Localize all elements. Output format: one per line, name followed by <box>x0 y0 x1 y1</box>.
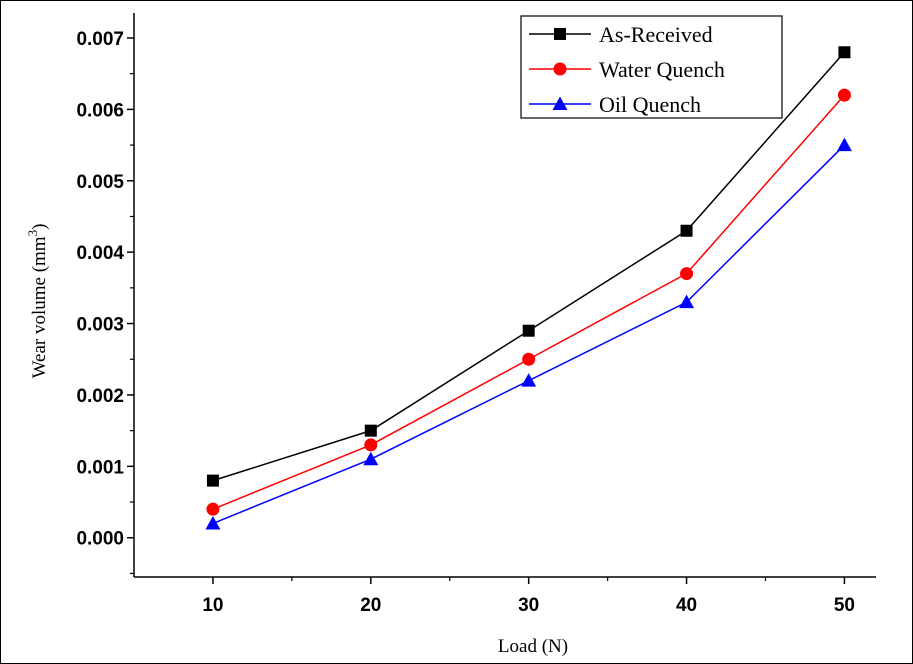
x-tick-label: 20 <box>360 595 381 616</box>
data-point-oil-quench <box>836 137 852 152</box>
legend-label: Water Quench <box>599 57 725 82</box>
x-tick-label: 40 <box>676 595 697 616</box>
legend-item-water-quench: Water Quench <box>529 57 725 82</box>
y-tick-label: 0.006 <box>76 100 124 121</box>
x-axis-title: Load (N) <box>498 636 568 657</box>
y-axis-title: Wear volume (mm3) <box>25 224 50 379</box>
data-point-oil-quench <box>521 373 537 387</box>
series-water-quench <box>206 88 851 516</box>
y-axis-title-main: Wear volume (mm <box>29 236 50 378</box>
legend-item-as-received: As-Received <box>529 22 713 47</box>
x-tick-label: 30 <box>518 595 539 616</box>
y-axis-title-close: ) <box>29 224 50 230</box>
y-tick-label: 0.004 <box>76 243 124 264</box>
data-point-oil-quench <box>679 294 695 309</box>
legend: As-Received Water Quench Oil Quench <box>520 15 783 119</box>
data-point-as-received <box>206 474 219 487</box>
legend-marker-triangle <box>552 96 568 110</box>
x-tick-label: 10 <box>202 595 223 616</box>
legend-label: As-Received <box>599 22 713 47</box>
data-point-water-quench <box>364 438 378 452</box>
data-point-as-received <box>680 224 693 237</box>
data-point-as-received <box>522 324 535 337</box>
legend-item-oil-quench: Oil Quench <box>529 92 701 117</box>
legend-marker-square <box>554 28 566 40</box>
y-axis-title-superscript: 3 <box>25 230 40 237</box>
y-tick-label: 0.001 <box>76 457 124 478</box>
data-point-water-quench <box>522 352 536 366</box>
series-oil-quench <box>205 137 852 530</box>
data-point-water-quench <box>206 502 220 516</box>
data-point-water-quench <box>837 88 851 102</box>
y-tick-label: 0.000 <box>76 529 124 550</box>
y-tick-label: 0.002 <box>76 386 124 407</box>
legend-marker-circle <box>553 62 567 76</box>
series-line-water-quench <box>212 94 845 510</box>
series-layer <box>205 46 852 530</box>
y-tick-label: 0.007 <box>76 29 124 50</box>
data-point-water-quench <box>680 267 694 281</box>
data-point-as-received <box>364 424 377 437</box>
legend-label: Oil Quench <box>599 92 701 117</box>
y-tick-label: 0.003 <box>76 315 124 336</box>
data-point-oil-quench <box>205 515 221 530</box>
data-point-as-received <box>838 46 851 59</box>
axes: 0.000 0.001 0.002 0.003 0.004 0.005 0.006 0.007… <box>76 13 876 616</box>
series-as-received <box>206 46 851 487</box>
data-point-oil-quench <box>363 451 379 466</box>
y-tick-label: 0.005 <box>76 172 124 193</box>
x-tick-label: 50 <box>834 595 855 616</box>
